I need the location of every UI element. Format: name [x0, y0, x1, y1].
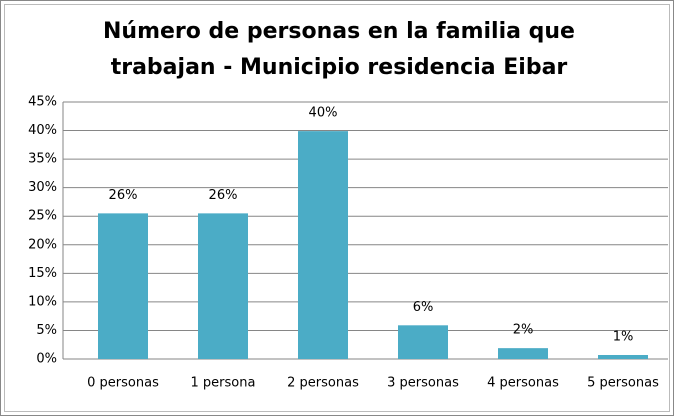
y-tick-label: 25%: [28, 209, 57, 224]
y-tick-label: 30%: [28, 180, 57, 195]
data-label: 26%: [109, 188, 138, 203]
data-label: 1%: [613, 330, 634, 345]
bar: [498, 348, 548, 359]
x-tick-label: 5 personas: [587, 376, 659, 391]
y-tick-label: 40%: [28, 123, 57, 138]
data-label: 26%: [209, 188, 238, 203]
x-tick-label: 0 personas: [87, 376, 159, 391]
x-tick-label: 2 personas: [287, 376, 359, 391]
data-label: 6%: [413, 300, 434, 315]
y-tick-label: 45%: [28, 95, 57, 110]
y-tick-label: 5%: [36, 323, 57, 338]
data-label: 2%: [513, 323, 534, 338]
y-tick-label: 0%: [36, 352, 57, 367]
y-tick-label: 35%: [28, 152, 57, 167]
x-tick-label: 3 personas: [387, 376, 459, 391]
y-tick-label: 20%: [28, 237, 57, 252]
bar: [398, 325, 448, 359]
bar: [298, 131, 348, 359]
bar: [598, 355, 648, 359]
y-tick-label: 10%: [28, 294, 57, 309]
data-label: 40%: [309, 106, 338, 121]
bar: [98, 213, 148, 359]
chart-frame: [4, 4, 670, 412]
chart-title: Número de personas en la familia que tra…: [103, 19, 575, 80]
bar: [198, 213, 248, 359]
y-tick-label: 15%: [28, 266, 57, 281]
x-tick-label: 1 persona: [191, 376, 256, 391]
x-tick-label: 4 personas: [487, 376, 559, 391]
